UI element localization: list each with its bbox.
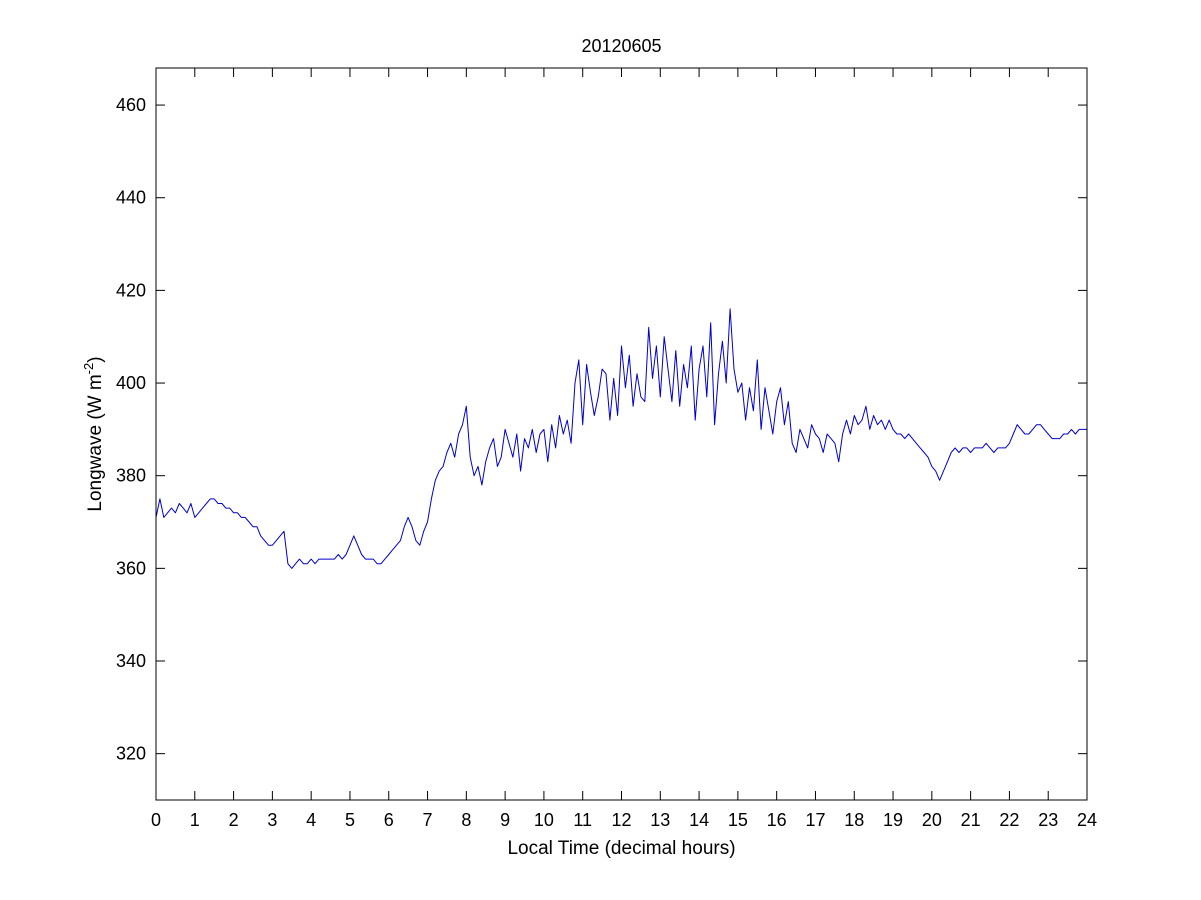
x-tick-label: 2 <box>229 810 239 830</box>
chart-title: 20120605 <box>581 36 661 56</box>
x-tick-label: 13 <box>650 810 670 830</box>
x-tick-label: 3 <box>267 810 277 830</box>
x-tick-label: 4 <box>306 810 316 830</box>
x-tick-label: 16 <box>767 810 787 830</box>
x-tick-label: 7 <box>423 810 433 830</box>
x-axis-label: Local Time (decimal hours) <box>507 838 735 859</box>
y-axis-label-main: Longwave (W m <box>85 374 106 511</box>
x-tick-label: 6 <box>384 810 394 830</box>
y-axis-label: Longwave (W m-2) <box>81 356 106 511</box>
x-tick-label: 0 <box>151 810 161 830</box>
x-tick-label: 24 <box>1077 810 1097 830</box>
x-tick-label: 8 <box>461 810 471 830</box>
x-tick-label: 17 <box>805 810 825 830</box>
y-tick-label: 460 <box>116 95 146 115</box>
y-tick-label: 420 <box>116 280 146 300</box>
x-tick-label: 14 <box>689 810 709 830</box>
x-tick-label: 23 <box>1038 810 1058 830</box>
x-tick-label: 12 <box>611 810 631 830</box>
series-line-0 <box>155 308 1087 569</box>
y-tick-label: 360 <box>116 558 146 578</box>
y-axis-label-close: ) <box>85 356 106 362</box>
x-tick-label: 5 <box>345 810 355 830</box>
y-tick-label: 400 <box>116 373 146 393</box>
plot-area: 0 1 2 3 4 5 6 7 8 9 10 11 12 13 14 15 16 17 18 19 20 21 22 23 24… <box>116 67 1097 830</box>
x-tick-label: 18 <box>844 810 864 830</box>
x-tick-label: 1 <box>190 810 200 830</box>
x-tick-label: 15 <box>728 810 748 830</box>
x-tick-label: 11 <box>573 810 592 830</box>
plot-background <box>156 68 1087 800</box>
x-tick-label: 9 <box>500 810 510 830</box>
x-tick-label: 21 <box>961 810 981 830</box>
y-tick-label: 340 <box>116 651 146 671</box>
y-tick-label: 320 <box>116 744 146 764</box>
x-tick-label: 20 <box>922 810 942 830</box>
y-tick-label: 440 <box>116 188 146 208</box>
x-tick-label: 10 <box>534 810 554 830</box>
y-axis-label-exponent: -2 <box>81 363 96 375</box>
x-tick-label: 22 <box>999 810 1019 830</box>
x-tick-label: 19 <box>883 810 903 830</box>
y-tick-label: 380 <box>116 466 146 486</box>
